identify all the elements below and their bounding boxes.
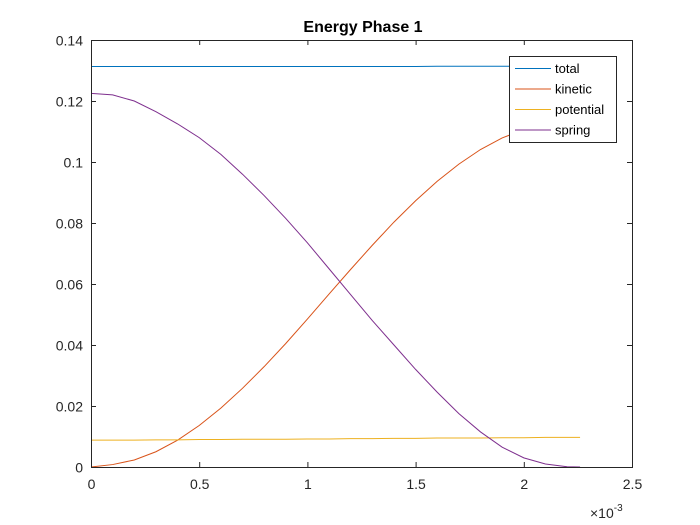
x-tick-label: 2 — [520, 476, 528, 492]
legend-label-spring: spring — [555, 123, 590, 138]
axes-box — [91, 40, 633, 468]
x-tick-label: 0.5 — [190, 476, 210, 492]
x-tick-label: 2.5 — [623, 476, 643, 492]
series-line-potential — [91, 436, 581, 441]
y-tick-label: 0.1 — [64, 155, 84, 171]
y-axis-ticks: 0 0.02 0.04 0.06 0.08 0.1 0.12 0.14 — [56, 33, 632, 476]
x-axis-exponent-base: ×10 — [590, 505, 614, 521]
series-line-spring — [90, 92, 581, 468]
x-axis-exponent: ×10-3 — [590, 503, 623, 521]
legend: total kinetic potential spring — [509, 56, 617, 143]
legend-box — [509, 56, 617, 143]
legend-label-total: total — [555, 61, 580, 76]
y-tick-label: 0.14 — [56, 33, 83, 49]
x-tick-label: 0 — [88, 476, 96, 492]
axes-frame — [91, 40, 633, 468]
y-tick-label: 0.06 — [56, 277, 83, 293]
y-tick-label: 0.04 — [56, 338, 83, 354]
x-axis-exponent-power: -3 — [614, 503, 623, 514]
y-tick-label: 0.12 — [56, 94, 83, 110]
chart-title: Energy Phase 1 — [303, 19, 422, 36]
x-tick-label: 1 — [304, 476, 312, 492]
y-tick-label: 0.02 — [56, 399, 83, 415]
y-tick-label: 0.08 — [56, 216, 83, 232]
legend-label-kinetic: kinetic — [555, 82, 592, 97]
legend-label-potential: potential — [555, 102, 604, 117]
y-tick-label: 0 — [75, 460, 83, 476]
series-lines — [90, 65, 581, 468]
x-tick-label: 1.5 — [406, 476, 426, 492]
